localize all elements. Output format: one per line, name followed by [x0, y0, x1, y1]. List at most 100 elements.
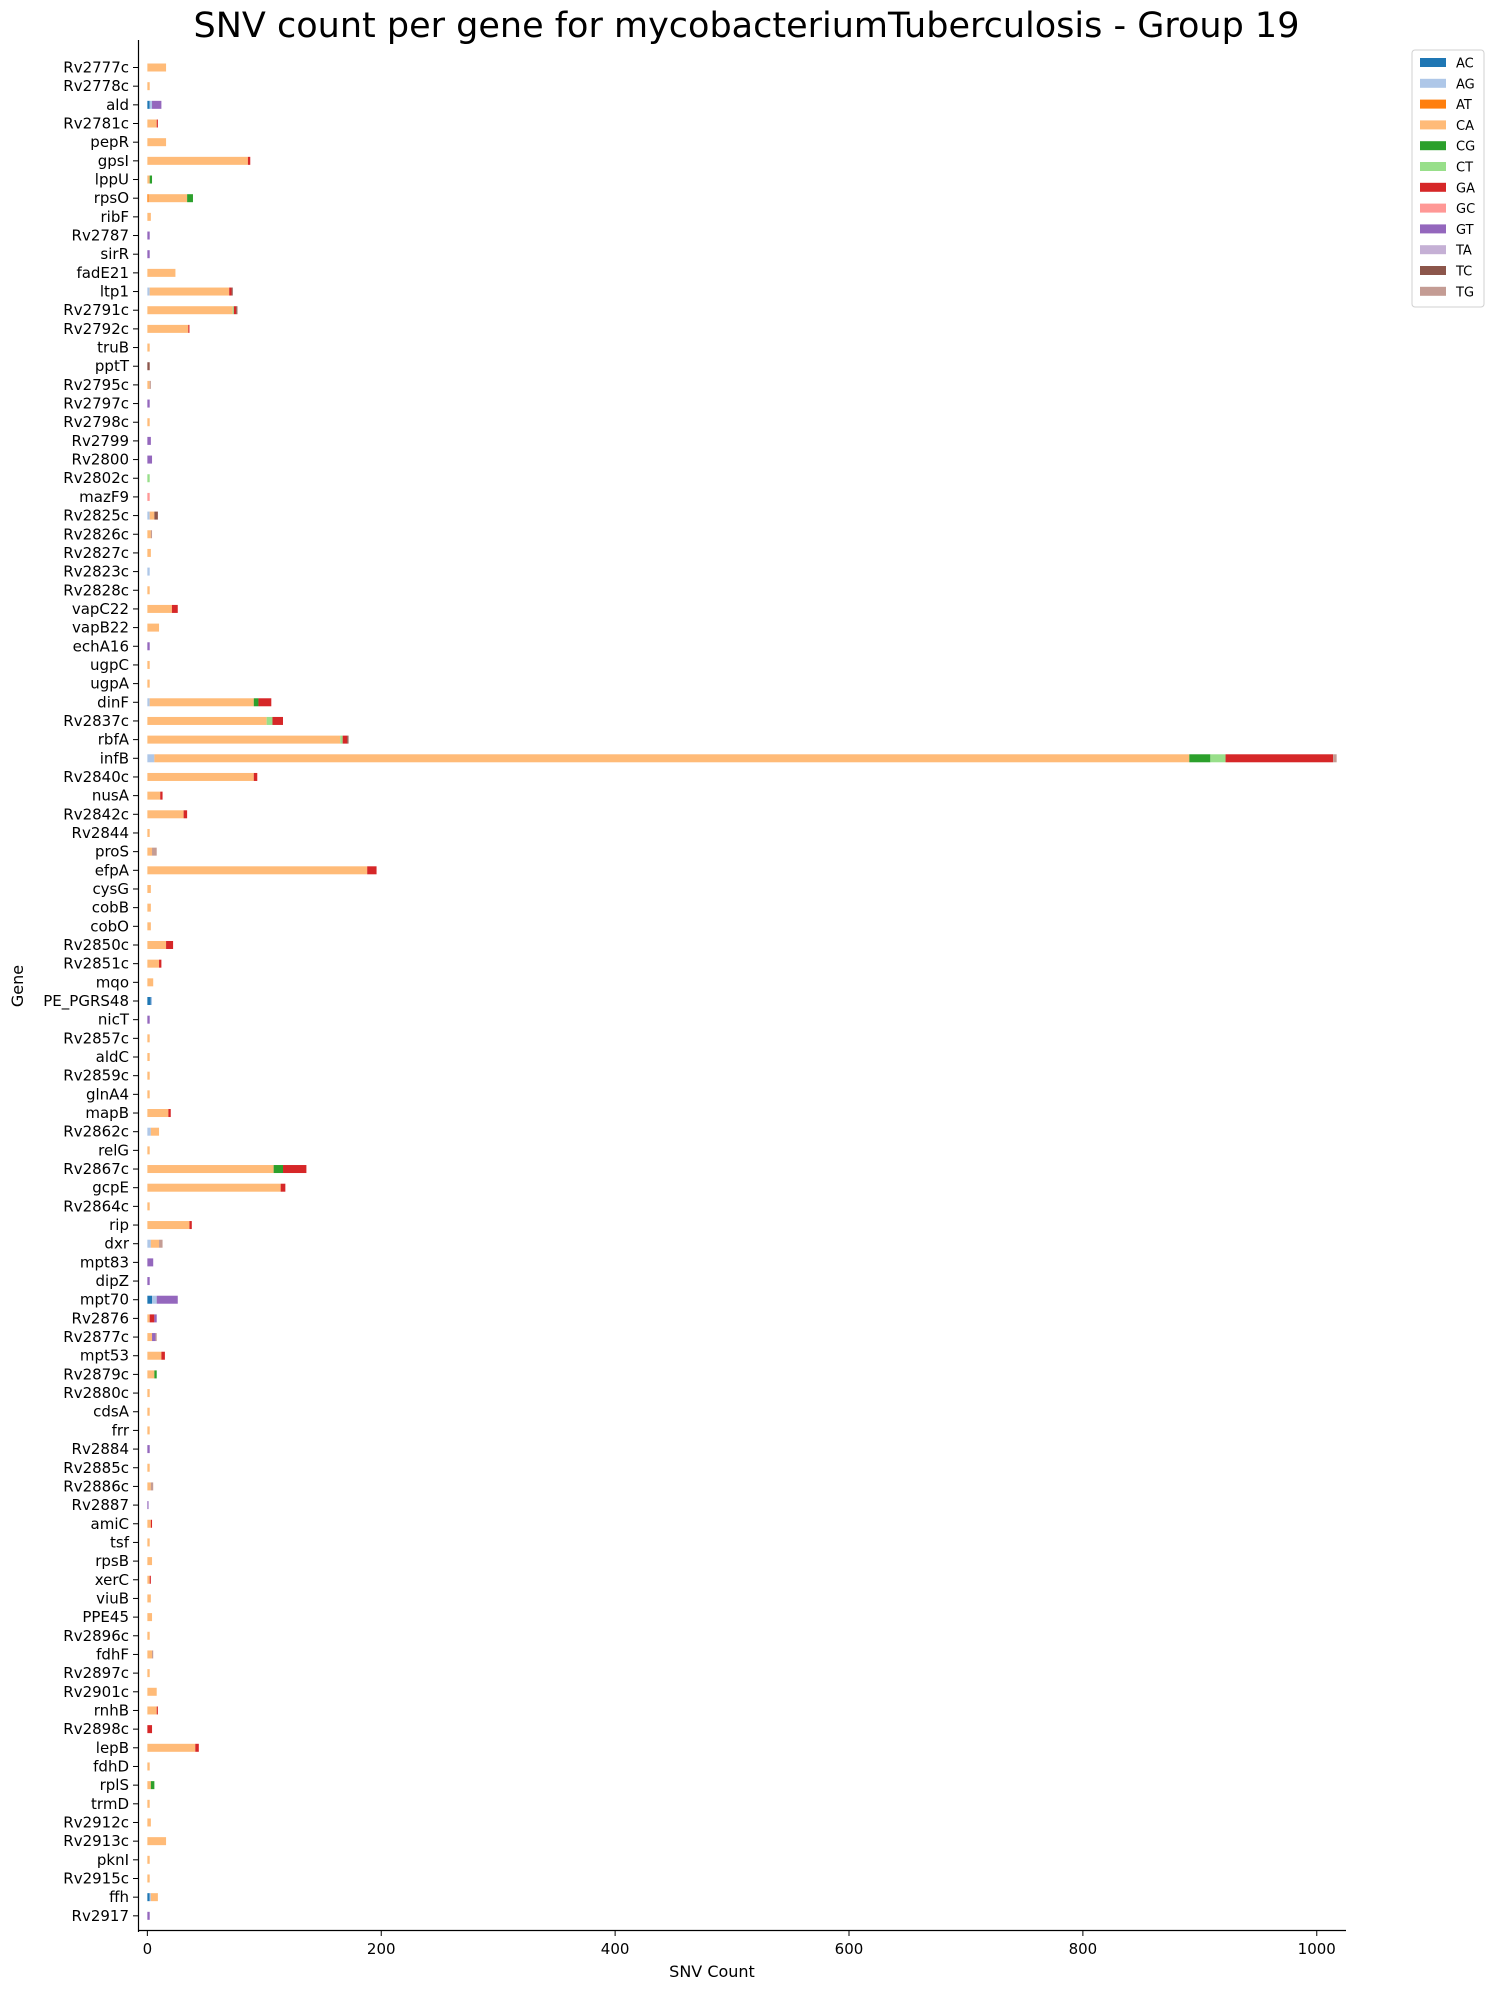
bar-segment-cg — [150, 1781, 155, 1790]
y-tick-label: rpsB — [95, 1552, 129, 1570]
bar-segment-ga — [253, 772, 258, 781]
legend-swatch-ct — [1420, 162, 1446, 171]
y-tick-label: Rv2884 — [72, 1440, 129, 1458]
y-tick-label: cdsA — [93, 1403, 130, 1421]
bar-segment-tc — [231, 287, 233, 296]
y-tick-label: fdhF — [96, 1645, 129, 1663]
y-tick-label: ffh — [109, 1888, 129, 1906]
bar-segment-ca — [147, 1538, 150, 1547]
legend-swatch-ta — [1420, 245, 1446, 255]
bar-segment-tg — [159, 1239, 163, 1248]
y-tick-label: Rv2850c — [63, 936, 129, 954]
y-tick-label: pptT — [95, 357, 130, 375]
y-tick-label: Rv2827c — [63, 544, 129, 562]
bar-segment-ag — [147, 287, 150, 296]
legend-swatch-tg — [1420, 286, 1446, 296]
bar-segment-ag — [147, 698, 150, 707]
legend-label: CG — [1456, 140, 1475, 155]
y-tick-label: Rv2887 — [72, 1496, 129, 1514]
bar-segment-ga — [1225, 754, 1334, 763]
bar-segment-ga — [280, 1183, 286, 1192]
bar-segment-ga — [283, 1165, 307, 1174]
y-tick-label: vapC22 — [72, 600, 129, 618]
y-tick-label: Rv2802c — [63, 469, 129, 487]
bar-segment-ag — [152, 1295, 157, 1304]
y-tick-label: Rv2825c — [63, 507, 129, 525]
bar-segment-gt — [152, 100, 162, 109]
bar-segment-ca — [147, 978, 154, 987]
y-tick-label: nicT — [98, 1011, 130, 1029]
bar-segment-ca — [147, 548, 151, 557]
y-tick-label: truB — [97, 339, 129, 357]
bar-segment-ga — [166, 940, 174, 949]
bar-segment-gt — [147, 399, 150, 408]
legend-swatch-tc — [1420, 266, 1446, 275]
legend-label: GA — [1456, 181, 1475, 196]
y-tick-label: rpsO — [94, 189, 129, 207]
bar-segment-ga — [233, 306, 237, 315]
bar-segment-ga — [367, 866, 377, 875]
legend-label: TA — [1455, 244, 1472, 259]
bar-segment-ca — [147, 1034, 150, 1043]
bar-segment-ct — [1210, 754, 1226, 763]
bar-segment-gt — [154, 1314, 157, 1323]
bar-segment-ca — [147, 1482, 151, 1491]
y-tick-label: relG — [98, 1141, 129, 1159]
y-tick-label: Rv2917 — [72, 1907, 129, 1925]
bar-segment-ag — [150, 997, 153, 1005]
y-tick-label: ugpC — [90, 656, 129, 674]
bar-segment-ca — [147, 791, 161, 800]
bar-segment-ca — [147, 1389, 150, 1398]
y-tick-label: pknI — [97, 1851, 129, 1869]
y-tick-label: Rv2885c — [63, 1459, 129, 1477]
y-tick-label: Rv2799 — [72, 432, 129, 450]
y-tick-label: Rv2862c — [63, 1123, 129, 1141]
x-tick-label: 800 — [1069, 1940, 1098, 1958]
bar-segment-ga — [168, 1109, 171, 1118]
legend-label: GT — [1456, 223, 1474, 238]
y-tick-label: ugpA — [90, 675, 130, 693]
bar-segment-gt — [147, 642, 150, 651]
bar-segment-ca — [147, 660, 150, 669]
y-axis-ticks: Rv2777cRv2778caldRv2781cpepRgpsIlppUrpsO… — [43, 59, 138, 1925]
bar-segment-ga — [272, 716, 283, 725]
bar-segment-ca — [147, 1594, 151, 1603]
x-axis-ticks: 0 200 400 600 800 1000 — [143, 1930, 1336, 1958]
bar-segment-ca — [147, 1874, 150, 1883]
y-tick-label: Rv2823c — [63, 563, 129, 581]
legend-swatch-gc — [1420, 203, 1446, 213]
legend-swatch-ag — [1420, 78, 1446, 88]
legend-label: TG — [1455, 285, 1474, 300]
bar-segment-ca — [150, 1239, 160, 1248]
bar-segment-ct — [340, 735, 343, 744]
bar-segment-ca — [149, 511, 155, 520]
bar-segment-cg — [149, 175, 153, 184]
y-tick-label: cobB — [92, 899, 129, 917]
y-tick-label: Rv2857c — [63, 1029, 129, 1047]
bar-segment-ca — [147, 1557, 153, 1566]
bar-segment-ca — [147, 82, 150, 91]
legend-swatch-cg — [1420, 141, 1446, 151]
y-tick-label: sirR — [100, 245, 129, 263]
bar-segment-tc — [236, 306, 238, 315]
bar-segment-gt — [147, 231, 150, 240]
bar-segment-ca — [147, 1109, 169, 1118]
bar-segment-ca — [147, 1762, 150, 1771]
y-tick-label: Rv2837c — [63, 712, 129, 730]
y-tick-label: mpt83 — [80, 1253, 129, 1271]
bar-segment-ca — [147, 810, 184, 819]
y-tick-label: infB — [100, 749, 129, 767]
y-tick-label: viuB — [96, 1589, 129, 1607]
y-tick-label: fdhD — [93, 1757, 129, 1775]
y-tick-label: Rv2851c — [63, 955, 129, 973]
y-tick-label: Rv2791c — [63, 301, 129, 319]
x-tick-label: 600 — [835, 1940, 864, 1958]
y-tick-label: ltp1 — [100, 283, 129, 301]
bar-segment-ag — [149, 1893, 151, 1902]
bar-segment-ca — [147, 1818, 151, 1827]
bar-segment-cg — [154, 1370, 157, 1379]
bar-segment-ca — [147, 940, 167, 949]
bar-segment-ca — [147, 1575, 150, 1584]
legend-swatch-ac — [1420, 58, 1446, 67]
y-tick-label: Rv2897c — [63, 1664, 129, 1682]
